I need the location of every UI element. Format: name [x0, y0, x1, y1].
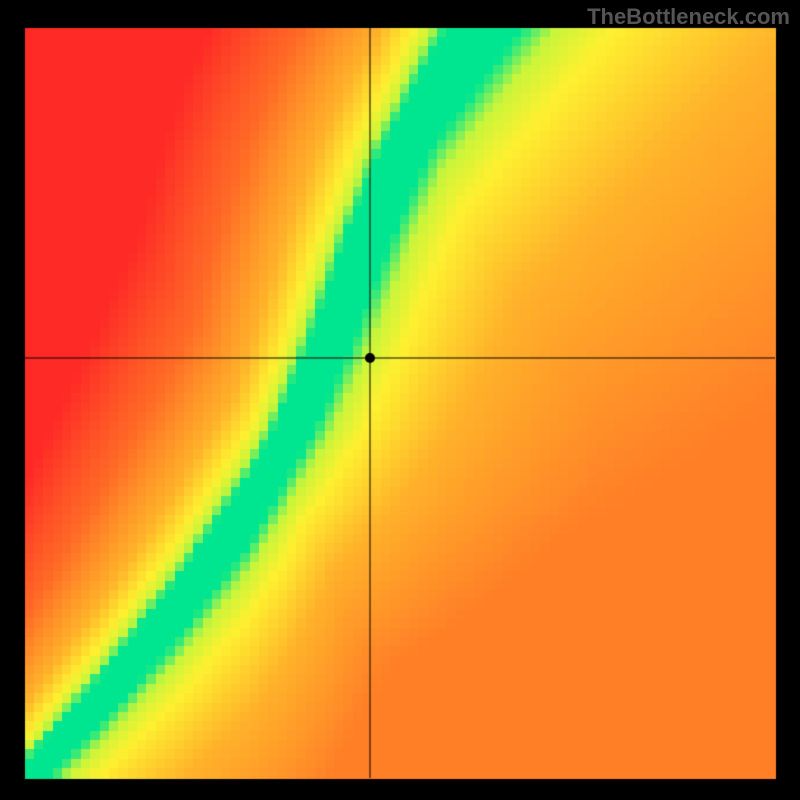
watermark-text: TheBottleneck.com: [587, 4, 790, 30]
bottleneck-heatmap: [0, 0, 800, 800]
chart-container: TheBottleneck.com: [0, 0, 800, 800]
